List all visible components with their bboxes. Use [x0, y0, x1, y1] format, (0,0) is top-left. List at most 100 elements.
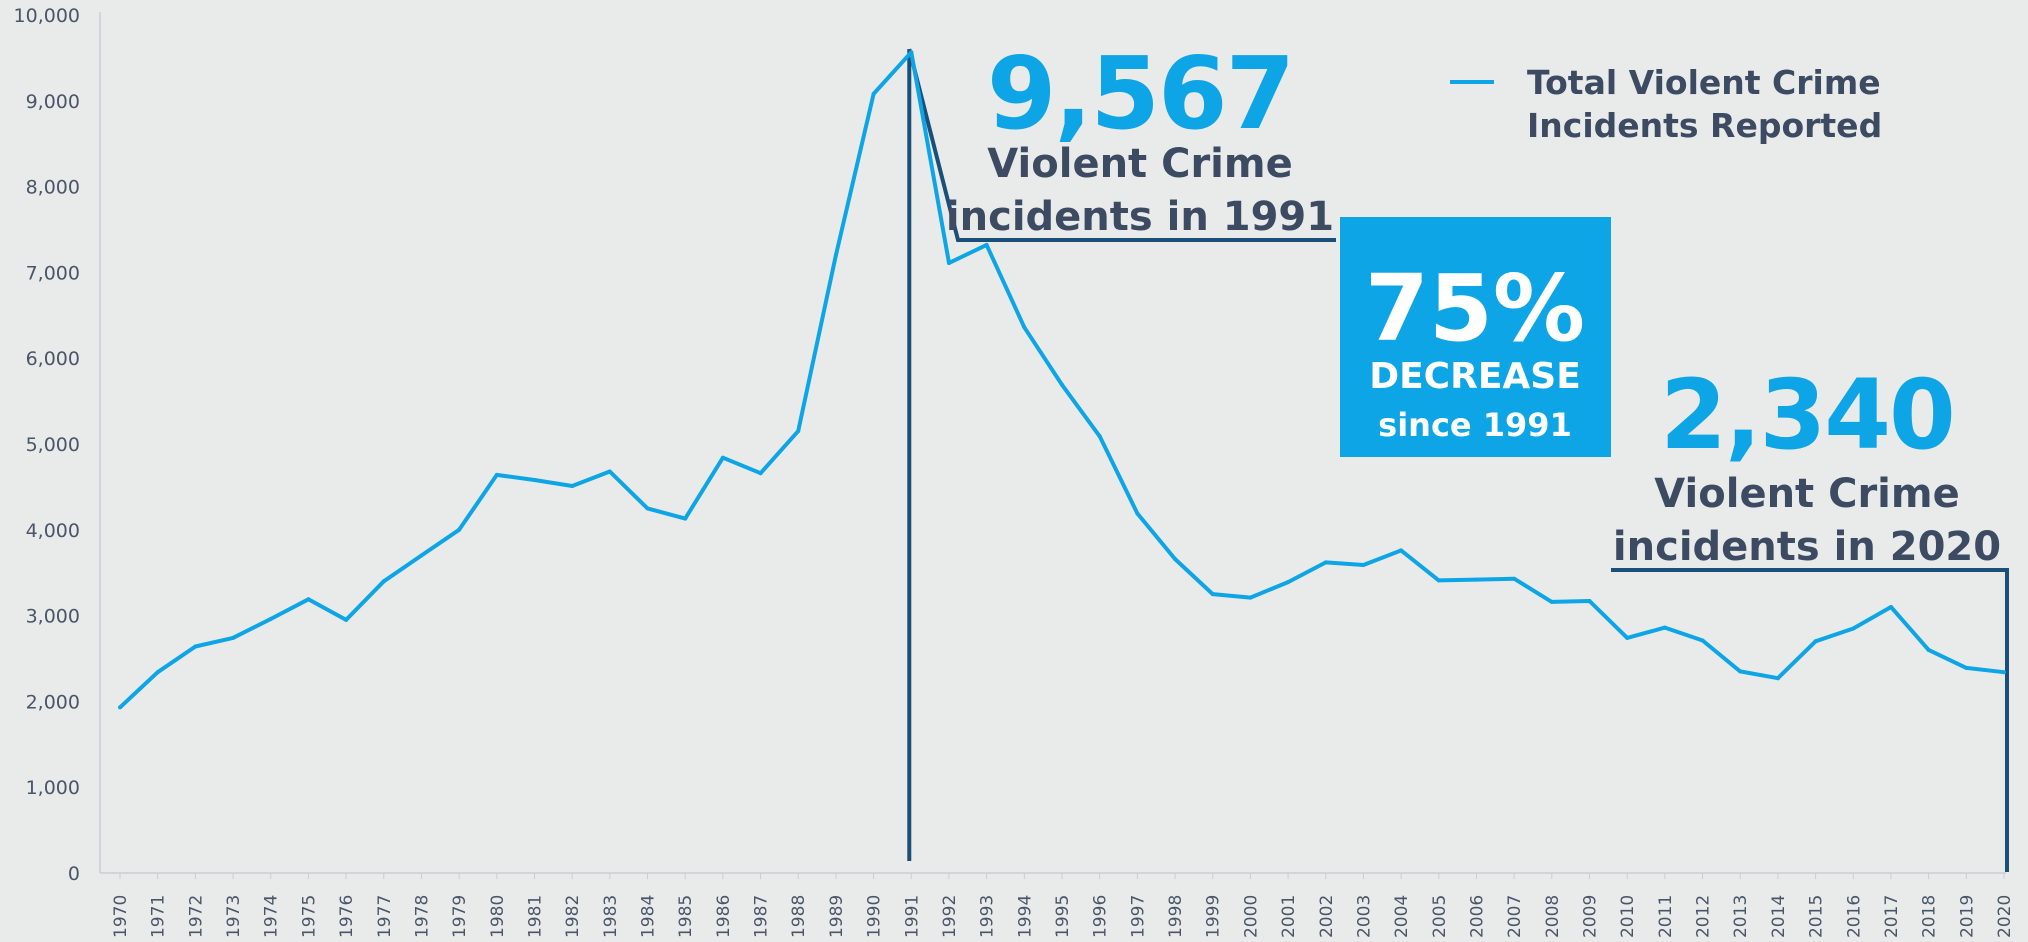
- data-point: [1323, 560, 1328, 565]
- data-point: [1286, 580, 1291, 585]
- data-point: [683, 516, 688, 521]
- data-point: [796, 429, 801, 434]
- peak-callout-leader: [907, 48, 1336, 242]
- peak-value: 9,567: [987, 35, 1293, 152]
- x-tick-label: 1970: [111, 895, 131, 938]
- y-tick-label: 8,000: [26, 177, 80, 199]
- x-tick-label: 2019: [1957, 895, 1977, 938]
- data-point: [570, 484, 575, 488]
- legend-label-line1: Total Violent Crime: [1527, 63, 1881, 102]
- x-tick-label: 2015: [1807, 895, 1827, 938]
- x-tick-label: 2016: [1844, 895, 1864, 938]
- y-axis: 0 1,000 2,000 3,000 4,000 5,000 6,000 7,000 8,00…: [14, 5, 101, 885]
- data-point: [1022, 325, 1027, 330]
- x-tick-label: 1983: [601, 895, 621, 938]
- x-tick-label: 1997: [1128, 895, 1148, 938]
- x-tick-label: 2002: [1317, 895, 1337, 938]
- y-tick-label: 9,000: [26, 91, 80, 113]
- data-point: [1549, 599, 1554, 604]
- x-tick-label: 2009: [1581, 895, 1601, 938]
- series-layer: [118, 50, 2006, 710]
- x-tick-label: 2008: [1543, 895, 1563, 938]
- data-point: [1248, 595, 1253, 600]
- data-point: [457, 527, 462, 532]
- x-tick-label: 1989: [827, 895, 847, 938]
- x-tick-label: 1982: [563, 895, 583, 938]
- decrease-label: DECREASE: [1369, 356, 1581, 397]
- x-tick-label: 2012: [1694, 895, 1714, 938]
- data-point: [1587, 599, 1592, 603]
- x-tick-label: 1988: [789, 895, 809, 938]
- data-point: [1399, 548, 1404, 553]
- data-point: [720, 455, 725, 460]
- x-tick-label: 1987: [752, 895, 772, 938]
- x-tick-label: 1972: [186, 895, 206, 938]
- data-point: [871, 91, 876, 96]
- x-tick-label: 1978: [412, 895, 432, 938]
- x-tick-label: 1973: [224, 895, 244, 938]
- data-point: [1097, 434, 1102, 439]
- data-point: [1474, 577, 1479, 582]
- x-tick-label: 2001: [1279, 895, 1299, 938]
- y-tick-label: 6,000: [26, 348, 80, 370]
- data-point: [1361, 563, 1366, 567]
- x-tick-label: 1984: [639, 895, 659, 938]
- x-tick-label: 2017: [1882, 895, 1902, 938]
- x-tick-label: 1992: [940, 895, 960, 938]
- x-tick-label: 1985: [676, 895, 696, 938]
- x-tick-label: 2010: [1618, 895, 1638, 938]
- data-point: [155, 670, 160, 675]
- data-point: [607, 469, 612, 474]
- x-tick-label: 1975: [299, 895, 319, 938]
- data-point: [532, 478, 537, 482]
- data-point: [268, 617, 273, 621]
- x-tick-label: 1996: [1091, 895, 1111, 938]
- peak-label-line1: Violent Crime: [987, 141, 1292, 187]
- data-point: [1135, 511, 1140, 516]
- data-point: [1436, 578, 1441, 583]
- data-point: [984, 242, 989, 247]
- data-point: [381, 579, 386, 584]
- x-tick-label: 1999: [1204, 895, 1224, 938]
- x-tick-label: 2000: [1241, 895, 1261, 938]
- data-point: [1210, 592, 1215, 597]
- decrease-since: since 1991: [1378, 406, 1572, 444]
- latest-label-line2: incidents in 2020: [1613, 524, 2001, 570]
- data-point: [1851, 626, 1856, 631]
- data-point: [1662, 625, 1667, 630]
- x-tick-label: 2005: [1430, 895, 1450, 938]
- x-tick-label: 2020: [1995, 895, 2015, 938]
- y-tick-label: 1,000: [26, 777, 80, 799]
- y-tick-label: 0: [68, 863, 80, 885]
- data-point: [231, 635, 235, 640]
- x-tick-label: 2014: [1769, 895, 1789, 938]
- data-point: [1926, 647, 1931, 652]
- legend-label-line2: Incidents Reported: [1527, 106, 1882, 145]
- data-point: [1700, 638, 1705, 643]
- x-tick-label: 1977: [375, 895, 395, 938]
- data-point: [118, 705, 122, 710]
- data-point: [1964, 665, 1969, 670]
- legend: Total Violent Crime Incidents Reported: [1450, 63, 1882, 145]
- x-tick-label: 1995: [1053, 895, 1073, 938]
- data-point: [947, 261, 951, 265]
- x-tick-label: 1991: [902, 895, 922, 938]
- x-tick-label: 2004: [1392, 895, 1412, 938]
- y-tick-label: 7,000: [26, 262, 80, 284]
- y-tick-label: 2,000: [26, 691, 80, 713]
- data-point: [1813, 639, 1818, 644]
- data-point: [1060, 382, 1064, 387]
- x-axis: 1970 1971 1972 1973 1974 1975 1976 1977 1978 1979…: [100, 872, 2015, 938]
- data-point: [1173, 557, 1177, 561]
- data-point: [193, 644, 198, 649]
- x-tick-label: 2003: [1354, 895, 1374, 938]
- data-point: [494, 472, 499, 477]
- data-point: [758, 471, 763, 476]
- x-tick-label: 1994: [1015, 895, 1035, 938]
- x-tick-label: 1980: [488, 895, 508, 938]
- x-tick-label: 2011: [1656, 895, 1676, 938]
- data-point: [2002, 670, 2006, 675]
- data-point: [645, 506, 650, 511]
